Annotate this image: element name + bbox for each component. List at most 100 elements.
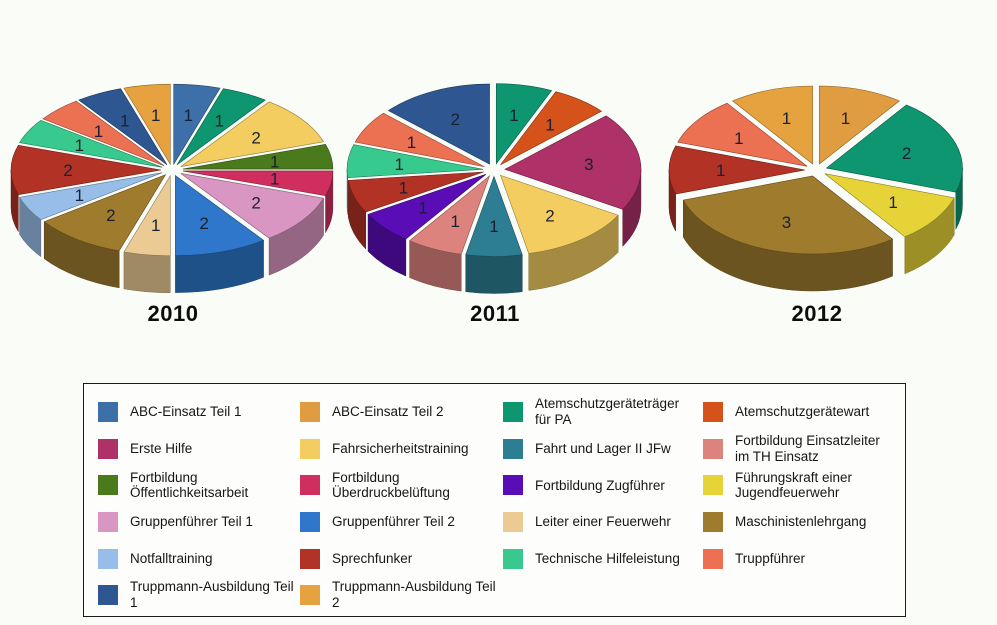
legend-item-label: Fahrt und Lager II JFw	[535, 440, 671, 456]
legend-item-label: Sprechfunker	[332, 550, 413, 566]
slice-value-label: 1	[509, 106, 518, 125]
slice-value-label: 1	[782, 109, 791, 128]
pie-slice	[825, 104, 963, 193]
pie-slice	[175, 174, 265, 256]
legend-item: Leiter einer Feuerwehr	[503, 504, 703, 541]
slice-value-label: 1	[151, 106, 160, 125]
slice-value-label: 1	[270, 170, 279, 189]
slice-value-label: 1	[270, 152, 279, 171]
legend-swatch	[300, 402, 320, 423]
pie-slice	[732, 85, 813, 165]
legend-item-label: Leiter einer Feuerwehr	[535, 514, 671, 530]
legend-swatch	[300, 438, 320, 459]
legend-item-label: Führungskraft einer Jugendfeuerwehr	[735, 469, 853, 501]
pie-slice	[824, 173, 955, 238]
legend-item-label: Truppmann-Ausbildung Teil 1	[130, 579, 294, 611]
legend-item: Führungskraft einer Jugendfeuerwehr	[703, 467, 899, 504]
slice-value-label: 2	[902, 144, 911, 163]
chart-title-2012: 2012	[791, 301, 843, 326]
legend-item: Atemschutzgeräteträger für PA	[503, 394, 703, 431]
pie-slice	[500, 91, 603, 166]
slice-value-label: 1	[120, 112, 129, 131]
legend-item-label: Truppführer	[735, 550, 806, 566]
legend-item: Fortbildung Öffentlichkeitsarbeit	[98, 467, 300, 504]
legend-item-label: Truppmann-Ausbildung Teil 2	[332, 579, 496, 611]
legend-swatch	[503, 548, 523, 569]
slice-value-label: 1	[734, 129, 743, 148]
pie-slice	[346, 144, 484, 179]
legend-item: Fahrsicherheitstraining	[300, 431, 503, 468]
legend-item-label: Atemschutzgerätewart	[735, 404, 870, 420]
pie-slice	[176, 88, 266, 166]
pie-slice	[465, 175, 523, 257]
legend-swatch	[703, 548, 723, 569]
legend-item: Fortbildung Einsatzleiter im TH Einsatz	[703, 431, 899, 468]
slice-value-label: 3	[584, 155, 593, 174]
pie-slice	[682, 175, 894, 255]
legend-item: Maschinistenlehrgang	[703, 504, 899, 541]
pie-slice	[19, 119, 163, 168]
slice-value-label: 1	[450, 212, 459, 231]
slice-value-label: 1	[399, 178, 408, 197]
chart-title-2011: 2011	[470, 301, 520, 326]
slice-value-label: 2	[251, 128, 260, 147]
slice-value-label: 1	[394, 155, 403, 174]
slice-value-label: 1	[841, 109, 850, 128]
legend-swatch	[98, 475, 118, 496]
legend-swatch	[703, 402, 723, 423]
pie-slice	[173, 83, 221, 166]
pie-slice	[354, 112, 485, 168]
legend-swatch	[98, 548, 118, 569]
slice-value-label: 1	[888, 193, 897, 212]
legend-item-label: Gruppenführer Teil 1	[130, 514, 253, 530]
legend-item-label: Fortbildung Einsatzleiter im TH Einsatz	[735, 432, 880, 464]
slice-value-label: 1	[418, 199, 427, 218]
slice-value-label: 2	[199, 214, 208, 233]
pie-slice	[367, 174, 487, 240]
slice-value-label: 1	[94, 122, 103, 141]
legend-item: Fortbildung Überdruckbelüftung	[300, 467, 503, 504]
legend-swatch	[98, 438, 118, 459]
legend-swatch	[98, 512, 118, 533]
legend-item: Gruppenführer Teil 1	[98, 504, 300, 541]
legend-item-label: Notfalltraining	[130, 550, 213, 566]
legend-swatch	[98, 402, 118, 423]
legend-item-label: ABC-Einsatz Teil 1	[130, 404, 242, 420]
legend-swatch	[98, 585, 118, 606]
legend-item: Fortbildung Zugführer	[503, 467, 703, 504]
slice-value-label: 1	[407, 133, 416, 152]
legend-item-label: Fortbildung Öffentlichkeitsarbeit	[130, 469, 249, 501]
legend-swatch	[703, 438, 723, 459]
pie-slice	[387, 83, 490, 165]
slice-value-label: 2	[545, 206, 554, 225]
slice-value-label: 1	[545, 116, 554, 135]
legend-item: ABC-Einsatz Teil 2	[300, 394, 503, 431]
legend-item: Truppführer	[703, 540, 899, 577]
slice-value-label: 3	[782, 213, 791, 232]
slice-value-label: 1	[214, 112, 223, 131]
legend-swatch	[300, 548, 320, 569]
pie-slice	[123, 174, 171, 257]
pie-slice	[347, 171, 484, 213]
pie-slice	[180, 101, 325, 167]
pie-slice-side	[123, 251, 171, 294]
pie-slice	[409, 175, 491, 255]
pie-slice	[123, 83, 171, 166]
slice-value-label: 1	[489, 217, 498, 236]
legend-swatch	[503, 402, 523, 423]
legend-item: Technische Hilfeleistung	[503, 540, 703, 577]
pie-slice	[819, 85, 900, 165]
pie-slice	[499, 174, 619, 254]
slice-value-label: 1	[75, 186, 84, 205]
pie-slice	[10, 144, 162, 196]
legend-item-label: Fortbildung Überdruckbelüftung	[332, 469, 450, 501]
legend-item: Erste Hilfe	[98, 431, 300, 468]
pie-slice	[42, 100, 165, 167]
legend-swatch	[503, 475, 523, 496]
slice-value-label: 2	[106, 206, 115, 225]
legend-item-label: Fahrsicherheitstraining	[332, 440, 469, 456]
